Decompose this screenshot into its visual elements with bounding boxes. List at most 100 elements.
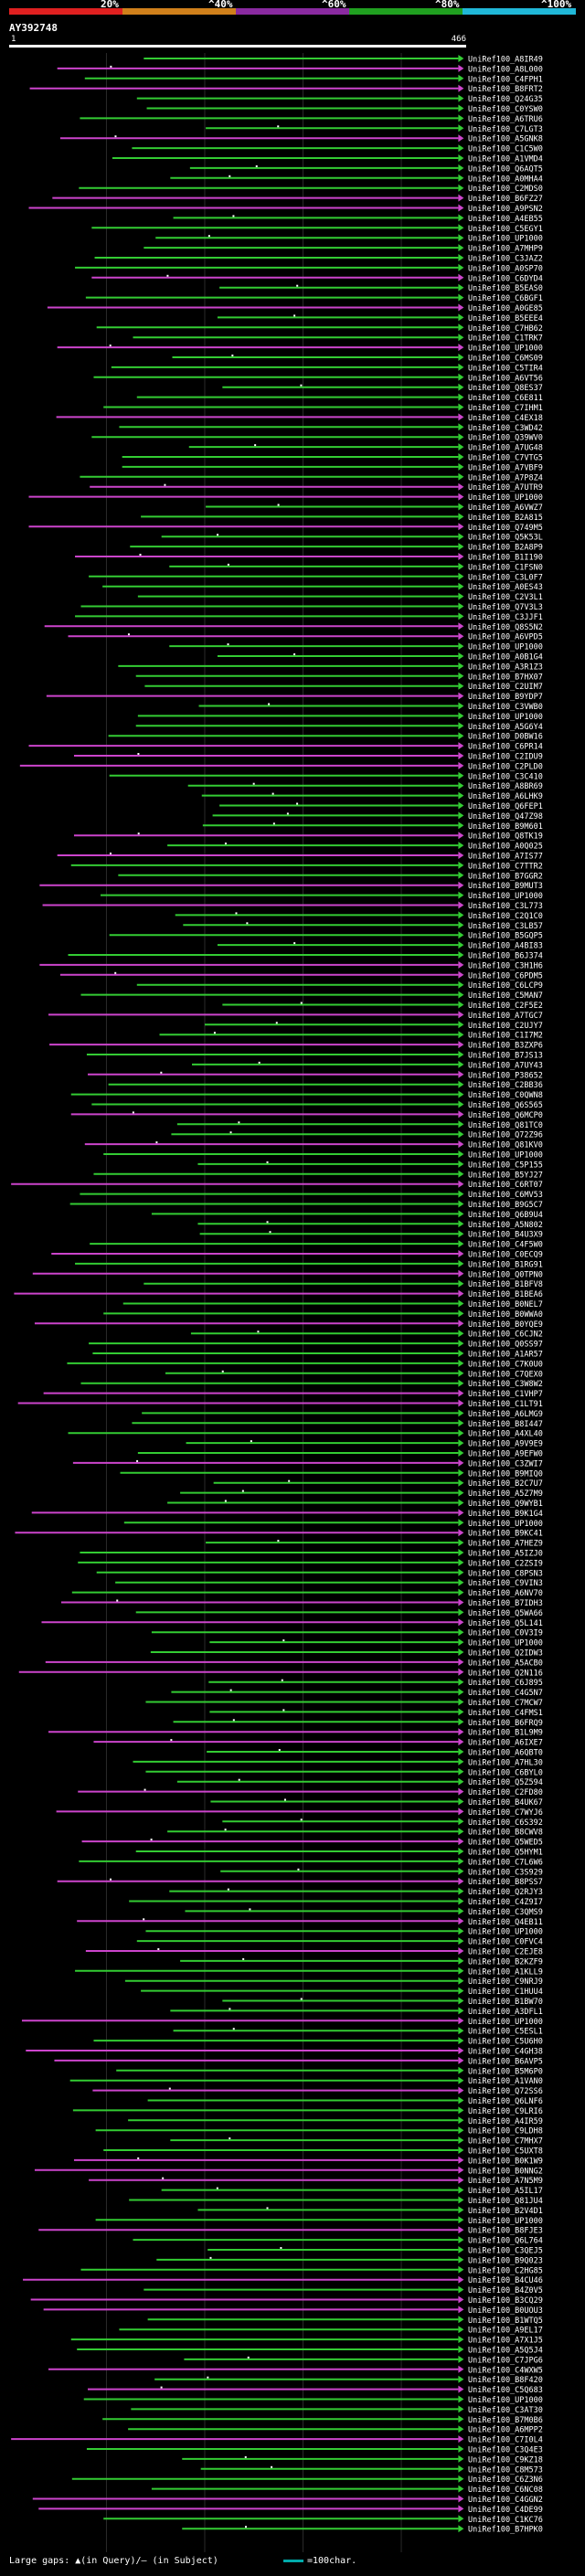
hit-arrow xyxy=(458,2116,464,2125)
hit-label: UniRef100_Q81KV0 xyxy=(468,1141,543,1150)
hit-label: UniRef100_C6CJN2 xyxy=(468,1330,543,1340)
hit-label: UniRef100_Q2RJY3 xyxy=(468,1888,543,1897)
hit-row: UniRef100_A9EL17 xyxy=(119,2326,543,2336)
hit-row: UniRef100_C3LB57 xyxy=(183,921,543,931)
hit-row: UniRef100_C7IHM1 xyxy=(103,403,543,413)
gap-marker xyxy=(271,792,274,795)
hit-arrow xyxy=(458,55,464,62)
gap-marker xyxy=(235,912,238,915)
hit-label: UniRef100_Q6B9U4 xyxy=(468,1211,543,1220)
hit-label: UniRef100_C7HB62 xyxy=(468,324,543,334)
hit-arrow xyxy=(458,344,464,352)
hit-arrow xyxy=(458,1818,464,1826)
hit-arrow xyxy=(458,1917,464,1925)
hit-label: UniRef100_C2BB36 xyxy=(468,1081,543,1090)
hit-label: UniRef100_A4BI83 xyxy=(468,942,543,951)
hit-label: UniRef100_C4FPH1 xyxy=(468,75,543,84)
hit-arrow xyxy=(458,2156,464,2164)
hit-label: UniRef100_C7IHM1 xyxy=(468,404,543,413)
hit-arrow xyxy=(458,433,464,441)
hit-row: UniRef100_Q6LNF6 xyxy=(147,2096,543,2106)
hit-label: UniRef100_A5N802 xyxy=(468,1221,543,1230)
hit-arrow xyxy=(458,2047,464,2054)
hit-row: UniRef100_C3W8W2 xyxy=(80,1379,543,1389)
hit-label: UniRef100_A8L000 xyxy=(468,65,543,74)
hit-arrow xyxy=(458,1100,464,1108)
gap-marker xyxy=(136,1459,139,1462)
hit-row: UniRef100_C7L6W6 xyxy=(79,1857,543,1867)
hit-row: UniRef100_A6VT56 xyxy=(93,373,543,383)
hit-label: UniRef100_A7HL30 xyxy=(468,1758,543,1767)
hit-arrow xyxy=(458,383,464,391)
hit-arrow xyxy=(458,2265,464,2274)
hit-label: UniRef100_Q5K53L xyxy=(468,534,543,543)
hit-label: UniRef100_A6VPD5 xyxy=(468,633,543,642)
hit-row: UniRef100_C1KC76 xyxy=(103,2515,543,2525)
hit-row: UniRef100_B3ZXP6 xyxy=(49,1041,543,1051)
hit-row: UniRef100_B4CU46 xyxy=(23,2275,543,2285)
hit-arrow xyxy=(458,1648,464,1656)
hit-arrow xyxy=(458,413,464,421)
hit-row: UniRef100_A4IR59 xyxy=(128,2116,543,2126)
hit-arrow xyxy=(458,572,464,580)
hit-label: UniRef100_A5Z7M9 xyxy=(468,1489,543,1499)
hit-label: UniRef100_C0YSW0 xyxy=(468,105,543,114)
hit-label: UniRef100_A6QBT0 xyxy=(468,1749,543,1758)
hit-arrow xyxy=(458,1947,464,1955)
hit-row: UniRef100_Q81JU4 xyxy=(129,2196,543,2206)
hit-label: UniRef100_A7IS77 xyxy=(468,853,543,862)
hit-row: UniRef100_C2Q1C0 xyxy=(175,911,543,921)
hit-arrow xyxy=(458,1011,464,1019)
hit-arrow xyxy=(458,2056,464,2064)
hit-label: UniRef100_Q6S565 xyxy=(468,1101,543,1110)
gap-marker xyxy=(245,2526,248,2528)
hit-label: UniRef100_C2ZSI9 xyxy=(468,1559,543,1568)
hit-label: UniRef100_C3AT30 xyxy=(468,2406,543,2415)
hit-label: UniRef100_A5ACB0 xyxy=(468,1659,543,1668)
hit-label: UniRef100_C0FVC4 xyxy=(468,1938,543,1947)
gap-marker xyxy=(293,942,296,945)
hit-arrow xyxy=(458,2086,464,2094)
hit-label: UniRef100_A6IXE7 xyxy=(468,1739,543,1748)
hit-row: UniRef100_C3VWB0 xyxy=(198,702,543,712)
gap-marker xyxy=(269,1231,271,1234)
hit-row: UniRef100_C4FPH1 xyxy=(84,74,543,84)
hit-arrow xyxy=(458,2326,464,2334)
hit-label: UniRef100_UP1000 xyxy=(468,2018,543,2027)
hit-arrow xyxy=(458,911,464,919)
hit-row: UniRef100_A7IS77 xyxy=(57,852,543,862)
identity-band-40 xyxy=(122,8,236,15)
hit-label: UniRef100_A1VMD4 xyxy=(468,155,543,164)
hit-row: UniRef100_Q8TK19 xyxy=(73,832,543,842)
gap-marker xyxy=(166,274,169,277)
hit-arrow xyxy=(458,2176,464,2184)
hit-row: UniRef100_B2A815 xyxy=(141,513,543,523)
hit-row: UniRef100_Q7V3L3 xyxy=(80,602,543,612)
hit-label: UniRef100_A4XL40 xyxy=(468,1430,543,1439)
hit-row: UniRef100_C6S392 xyxy=(222,1818,543,1828)
hit-row: UniRef100_A6MPP2 xyxy=(128,2425,543,2435)
hit-label: UniRef100_A9EFW0 xyxy=(468,1450,543,1459)
hit-label: UniRef100_C2IDU9 xyxy=(468,753,543,762)
hit-label: UniRef100_Q2IDW3 xyxy=(468,1649,543,1659)
hit-arrow xyxy=(458,373,464,381)
hit-label: UniRef100_C4FMS1 xyxy=(468,1709,543,1718)
hit-arrow xyxy=(458,931,464,939)
hit-label: UniRef100_C7TTR2 xyxy=(468,862,543,871)
hit-arrow xyxy=(458,2285,464,2294)
hit-arrow xyxy=(458,144,464,153)
hit-label: UniRef100_A0ES43 xyxy=(468,583,543,592)
hit-row: UniRef100_B0UOU3 xyxy=(43,2306,543,2316)
hit-arrow xyxy=(458,134,464,143)
hit-arrow xyxy=(458,2226,464,2234)
hit-arrow xyxy=(458,2246,464,2253)
gap-marker xyxy=(293,653,296,655)
hit-row: UniRef100_C3QEJ5 xyxy=(207,2246,543,2256)
hit-row: UniRef100_C3QMS9 xyxy=(185,1907,543,1917)
hit-label: UniRef100_Q0TPN0 xyxy=(468,1270,543,1279)
hit-label: UniRef100_Q81TC0 xyxy=(468,1121,543,1130)
hit-row: UniRef100_A5IL17 xyxy=(161,2186,543,2196)
hit-row: UniRef100_Q4EB11 xyxy=(77,1917,543,1927)
hit-label: UniRef100_Q749M5 xyxy=(468,524,543,533)
hit-label: UniRef100_Q5HYM1 xyxy=(468,1849,543,1858)
